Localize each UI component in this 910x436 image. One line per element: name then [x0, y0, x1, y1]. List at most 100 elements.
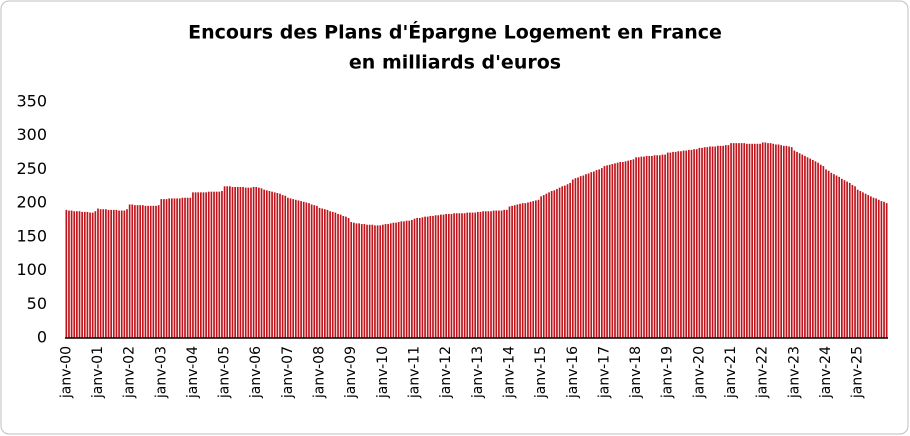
bar	[677, 151, 680, 338]
y-tick-label: 150	[16, 226, 47, 245]
bar	[532, 201, 535, 338]
bar	[730, 143, 732, 338]
bar	[231, 186, 234, 338]
bar	[822, 166, 825, 338]
bar	[76, 211, 78, 338]
x-tick-label: janv-04	[185, 346, 201, 399]
bar	[505, 209, 508, 338]
bar	[859, 191, 862, 338]
bar	[545, 193, 548, 338]
bar	[542, 195, 545, 338]
bar	[308, 203, 310, 338]
bar	[629, 159, 632, 338]
bar	[606, 165, 608, 338]
bar	[197, 192, 200, 338]
bar	[91, 212, 94, 338]
bar	[302, 201, 305, 338]
y-tick-label: 350	[16, 92, 47, 111]
bar	[99, 209, 102, 338]
bar	[453, 213, 455, 338]
x-tick-label: janv-19	[660, 346, 676, 399]
bar	[384, 224, 387, 338]
bar	[355, 223, 358, 338]
bar	[411, 220, 413, 338]
bar	[192, 192, 194, 338]
bar	[226, 186, 229, 338]
bar	[527, 202, 529, 338]
bar	[252, 186, 255, 338]
bar	[200, 192, 202, 338]
bar	[508, 206, 511, 338]
bar	[110, 209, 113, 338]
bar	[81, 211, 83, 338]
bar	[374, 225, 376, 338]
bar	[624, 161, 627, 338]
bar	[769, 143, 772, 338]
bar	[131, 204, 134, 338]
bar	[316, 205, 318, 338]
bar	[640, 156, 643, 338]
bar	[395, 222, 397, 338]
bar	[476, 211, 479, 338]
bar	[426, 216, 429, 338]
x-tick-label: janv-24	[818, 346, 834, 399]
bar	[450, 213, 453, 338]
bar	[387, 224, 389, 338]
bar	[73, 211, 76, 338]
bar	[603, 166, 606, 338]
bar	[368, 224, 371, 338]
bar	[163, 199, 165, 338]
bar	[698, 147, 701, 338]
x-tick-label: janv-05	[217, 346, 233, 399]
bar	[614, 163, 616, 338]
x-tick-label: janv-12	[438, 346, 454, 399]
x-tick-label: janv-22	[755, 346, 771, 399]
bar	[846, 181, 848, 338]
bar	[753, 143, 756, 338]
bar	[492, 210, 495, 338]
bar	[376, 225, 379, 338]
bar	[661, 154, 664, 338]
bar	[334, 212, 337, 338]
bar	[719, 145, 722, 338]
x-tick-label: janv-21	[723, 346, 739, 399]
bar	[194, 192, 197, 338]
bar	[595, 170, 598, 338]
x-tick-label: janv-17	[596, 346, 612, 399]
bar	[590, 172, 593, 338]
bar	[157, 205, 160, 338]
bar	[136, 205, 139, 338]
bar	[289, 198, 292, 338]
bar	[382, 224, 384, 338]
bar	[550, 191, 553, 338]
bar	[616, 162, 619, 338]
bar	[587, 173, 590, 338]
bar	[120, 210, 123, 338]
bar	[400, 221, 403, 338]
bar	[469, 212, 471, 338]
bar	[759, 143, 761, 338]
bar	[748, 143, 751, 338]
bar	[864, 193, 867, 338]
bar	[176, 198, 178, 338]
bar	[152, 205, 155, 338]
bar	[366, 224, 368, 338]
bar	[804, 155, 806, 338]
bar	[825, 169, 827, 338]
bar	[582, 175, 585, 338]
y-tick-label: 0	[37, 328, 47, 347]
bar	[413, 218, 416, 338]
bar	[574, 178, 577, 338]
bar	[611, 164, 614, 338]
bar	[535, 200, 537, 338]
bar	[126, 209, 128, 338]
bar	[569, 182, 571, 338]
bar	[796, 151, 798, 338]
bar	[229, 186, 231, 338]
y-tick-label: 250	[16, 159, 47, 178]
bar	[389, 223, 392, 338]
bar	[819, 164, 822, 338]
bar	[294, 199, 297, 338]
bar	[263, 189, 265, 338]
